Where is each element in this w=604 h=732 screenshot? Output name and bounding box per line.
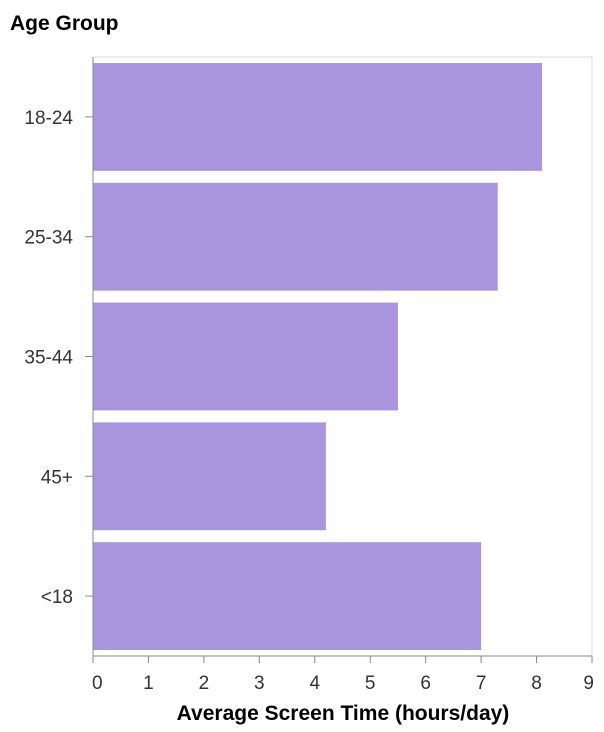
y-axis-title: Age Group — [10, 12, 119, 35]
bar-2 — [93, 182, 498, 291]
x-axis: 0 1 2 3 4 5 6 7 8 9 — [92, 655, 594, 694]
x-tick-label-0: 0 — [92, 673, 103, 694]
y-tick-label-1: 18-24 — [24, 108, 73, 129]
bar-4 — [93, 422, 326, 531]
x-tick-label-8: 8 — [531, 673, 542, 694]
y-axis: 18-24 25-34 35-44 45+ <18 — [24, 57, 94, 656]
x-tick-label-5: 5 — [365, 673, 376, 694]
x-tick-label-3: 3 — [254, 673, 265, 694]
y-tick-label-2: 25-34 — [24, 228, 73, 249]
bar-5 — [93, 542, 482, 651]
x-tick-label-9: 9 — [583, 673, 594, 694]
bars-group — [93, 62, 543, 651]
y-tick-label-4: 45+ — [41, 467, 73, 488]
x-tick-label-4: 4 — [309, 673, 320, 694]
y-tick-label-3: 35-44 — [24, 348, 73, 369]
bar-3 — [93, 302, 398, 411]
x-tick-label-2: 2 — [199, 673, 210, 694]
x-tick-label-7: 7 — [476, 673, 487, 694]
y-tick-label-5: <18 — [41, 587, 73, 608]
plot-frame — [93, 56, 593, 656]
x-axis-title: Average Screen Time (hours/day) — [177, 702, 510, 725]
x-tick-label-6: 6 — [420, 673, 431, 694]
x-tick-label-1: 1 — [143, 673, 154, 694]
bar-1 — [93, 62, 543, 171]
